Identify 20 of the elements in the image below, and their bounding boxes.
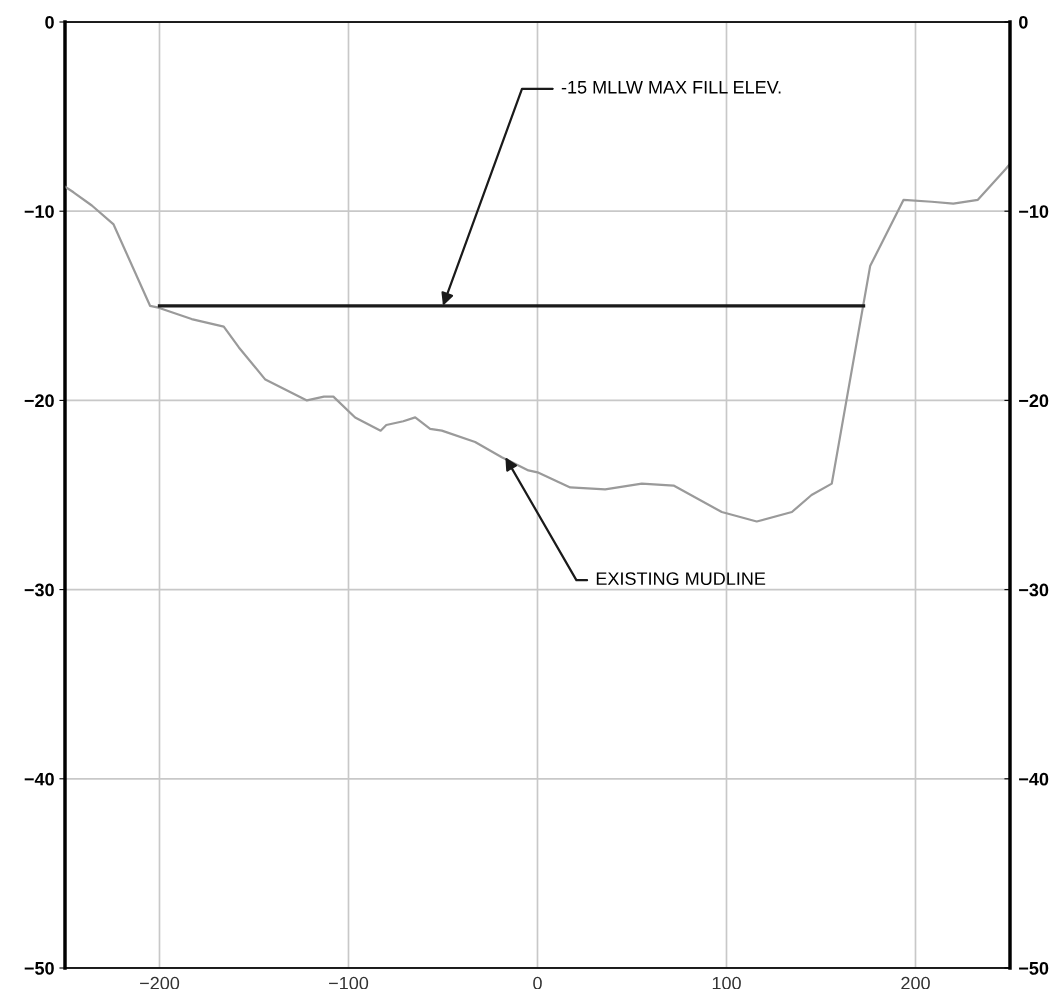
x-tick-label: −100 (329, 976, 369, 989)
x-tick-label: 100 (712, 976, 741, 989)
y2-tick-label: 0 (1019, 15, 1028, 29)
y2-tick-label: −30 (1019, 583, 1049, 597)
y-tick-label: −10 (24, 205, 54, 218)
x-tick-label: 0 (533, 976, 542, 989)
y-tick-label: −30 (24, 583, 54, 597)
y2-tick-label: −10 (1019, 205, 1049, 218)
y-tick-label: −50 (24, 961, 54, 975)
x-tick-label: −200 (140, 976, 180, 989)
y-tick-label: −20 (24, 394, 54, 408)
y-tick-label: 0 (45, 15, 54, 29)
y-tick-label: −40 (24, 772, 54, 786)
annotation: EXISTING MUDLINE (596, 572, 766, 586)
x-tick-label: 200 (901, 976, 930, 989)
y2-tick-label: −40 (1019, 772, 1049, 786)
y2-tick-label: −50 (1019, 961, 1049, 975)
y2-tick-label: −20 (1019, 394, 1049, 408)
line-series (65, 162, 1010, 523)
annotation: -15 MLLW MAX FILL ELEV. (561, 81, 781, 94)
